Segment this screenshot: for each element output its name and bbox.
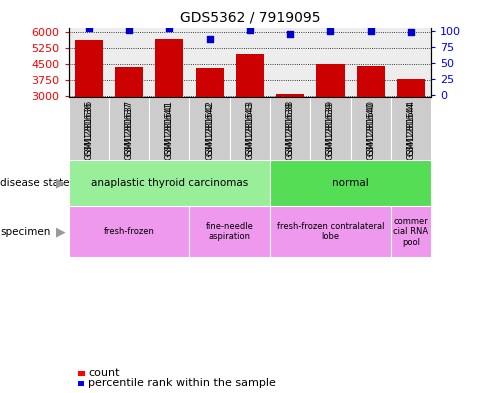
Text: GSM1281642: GSM1281642 [205, 102, 214, 160]
Title: GDS5362 / 7919095: GDS5362 / 7919095 [180, 11, 320, 25]
Text: GSM1281639: GSM1281639 [326, 102, 335, 160]
Text: specimen: specimen [0, 227, 51, 237]
Bar [317, 64, 344, 97]
Text: fresh-frozen: fresh-frozen [103, 227, 154, 236]
Text: GSM1281640: GSM1281640 [366, 102, 375, 160]
Bar [155, 39, 183, 97]
Bar [69, 206, 190, 257]
Bar [69, 28, 109, 97]
Bar [190, 97, 230, 160]
Text: GSM1281642: GSM1281642 [205, 100, 214, 156]
Text: ▶: ▶ [56, 225, 66, 238]
Text: GSM1281638: GSM1281638 [286, 100, 294, 156]
Bar [357, 66, 385, 97]
Bar [276, 94, 304, 97]
Text: normal: normal [332, 178, 369, 188]
Bar [391, 28, 431, 97]
Bar [310, 97, 351, 160]
Point [326, 28, 334, 34]
Point [407, 29, 415, 35]
Bar [270, 28, 310, 97]
Bar [270, 97, 310, 160]
Point [246, 27, 254, 33]
Bar [230, 97, 270, 160]
Text: percentile rank within the sample: percentile rank within the sample [88, 378, 276, 388]
Text: GSM1281638: GSM1281638 [286, 102, 294, 160]
Text: GSM1281644: GSM1281644 [407, 102, 416, 160]
Bar [74, 40, 103, 97]
Bar [391, 206, 431, 257]
Point [367, 28, 375, 34]
Bar [230, 28, 270, 97]
Bar [69, 160, 270, 206]
Text: commer
cial RNA
pool: commer cial RNA pool [393, 217, 429, 246]
Text: anaplastic thyroid carcinomas: anaplastic thyroid carcinomas [91, 178, 248, 188]
Bar [270, 206, 391, 257]
Bar [149, 28, 190, 97]
Bar [190, 28, 230, 97]
Bar [109, 97, 149, 160]
Text: GSM1281637: GSM1281637 [124, 102, 134, 160]
Bar [190, 206, 270, 257]
Bar [351, 28, 391, 97]
Text: count: count [88, 368, 120, 378]
Text: disease state: disease state [0, 178, 70, 188]
Text: GSM1281643: GSM1281643 [245, 102, 254, 160]
Text: GSM1281640: GSM1281640 [366, 100, 375, 156]
Point [206, 36, 214, 42]
Text: fresh-frozen contralateral
lobe: fresh-frozen contralateral lobe [277, 222, 384, 241]
Text: GSM1281636: GSM1281636 [84, 102, 93, 160]
Text: fine-needle
aspiration: fine-needle aspiration [206, 222, 254, 241]
Text: GSM1281641: GSM1281641 [165, 100, 174, 156]
Text: ▶: ▶ [56, 176, 66, 189]
Bar [109, 28, 149, 97]
Bar [149, 97, 190, 160]
Text: GSM1281639: GSM1281639 [326, 100, 335, 156]
Bar [310, 28, 351, 97]
Bar [115, 67, 143, 97]
Point [166, 25, 173, 31]
Bar [236, 54, 264, 97]
Bar [69, 97, 109, 160]
Text: GSM1281643: GSM1281643 [245, 100, 254, 156]
Text: GSM1281636: GSM1281636 [84, 100, 93, 156]
Point [85, 25, 93, 31]
Bar [391, 97, 431, 160]
Bar [196, 68, 224, 97]
Bar [351, 97, 391, 160]
Bar [270, 160, 431, 206]
Point [286, 31, 294, 38]
Bar [397, 79, 425, 97]
Text: GSM1281644: GSM1281644 [407, 100, 416, 156]
Text: GSM1281641: GSM1281641 [165, 102, 174, 160]
Text: GSM1281637: GSM1281637 [124, 100, 134, 156]
Point [125, 27, 133, 33]
